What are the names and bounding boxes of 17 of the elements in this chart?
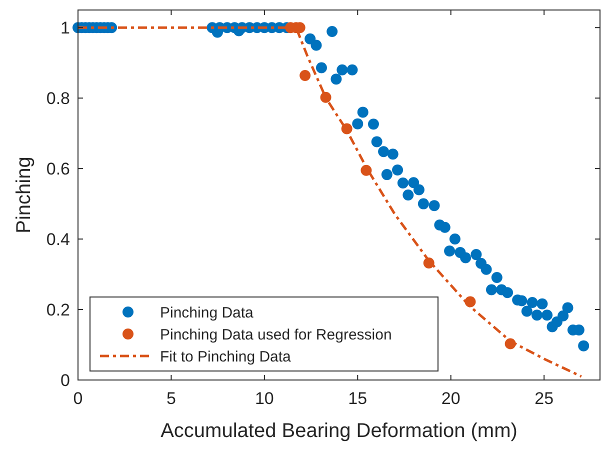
x-tick-label: 5 [166, 389, 176, 408]
x-axis-title: Accumulated Bearing Deformation (mm) [160, 420, 518, 442]
y-tick-label: 0.6 [46, 160, 70, 179]
x-tick-label: 10 [254, 389, 274, 408]
x-tick-label: 15 [348, 389, 368, 408]
legend-label: Pinching Data [160, 304, 254, 322]
y-tick-label: 0 [60, 371, 70, 390]
legend-label: Fit to Pinching Data [160, 348, 292, 366]
x-tick-label: 0 [73, 389, 83, 408]
legend-label: Pinching Data used for Regression [160, 326, 392, 344]
x-tick-label: 25 [534, 389, 554, 408]
y-tick-label: 0.2 [46, 300, 70, 320]
y-tick-label: 1 [60, 18, 70, 38]
x-tick-label: 20 [441, 389, 460, 408]
y-axis-title: Pinching [13, 156, 35, 234]
y-tick-label: 0.4 [46, 230, 70, 250]
y-tick-label: 0.8 [46, 89, 70, 108]
